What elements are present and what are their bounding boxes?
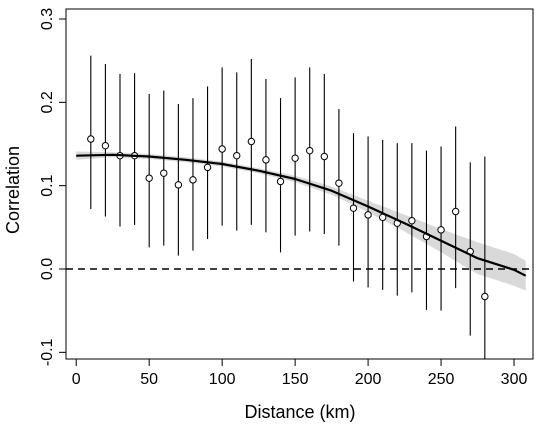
y-tick-label: 0.3 bbox=[39, 8, 56, 30]
x-tick-label: 150 bbox=[282, 371, 309, 388]
data-point bbox=[451, 207, 460, 216]
trend-line-layer bbox=[76, 153, 527, 277]
plot-frame bbox=[65, 8, 534, 360]
data-point bbox=[247, 137, 256, 146]
data-point bbox=[481, 292, 489, 301]
confidence-band-layer bbox=[76, 151, 526, 291]
trend-line bbox=[76, 153, 527, 277]
x-tick-label: 50 bbox=[140, 371, 158, 388]
y-tick-label: 0.2 bbox=[39, 91, 56, 113]
axis-layer: 0 50 100 150 200 250 300 -0.1 0.0 0.1 0.2 0.3 bbox=[39, 8, 534, 388]
data-point bbox=[218, 145, 226, 153]
y-tick-label: -0.1 bbox=[39, 338, 56, 366]
data-point bbox=[364, 211, 372, 219]
data-point bbox=[174, 181, 183, 189]
x-tick-label: 300 bbox=[501, 371, 528, 388]
data-point bbox=[101, 141, 110, 150]
x-axis-title: Distance (km) bbox=[244, 402, 355, 422]
data-point bbox=[189, 176, 197, 184]
data-point bbox=[233, 151, 241, 160]
data-point bbox=[437, 226, 445, 234]
x-tick-label: 250 bbox=[428, 371, 455, 388]
data-point bbox=[276, 177, 285, 186]
data-point bbox=[145, 174, 153, 182]
data-point bbox=[262, 156, 270, 164]
data-point bbox=[320, 152, 329, 161]
x-tick-label: 0 bbox=[72, 371, 81, 388]
data-point bbox=[408, 216, 416, 225]
data-point bbox=[87, 135, 95, 143]
data-point bbox=[335, 179, 343, 187]
point-layer bbox=[87, 135, 489, 301]
y-axis-title: Correlation bbox=[3, 146, 23, 234]
confidence-band bbox=[76, 151, 526, 291]
y-tick-label: 0.0 bbox=[39, 258, 56, 280]
error-bar-layer bbox=[90, 55, 486, 359]
x-tick-label: 200 bbox=[355, 371, 382, 388]
x-tick-label: 100 bbox=[209, 371, 236, 388]
data-point bbox=[203, 163, 212, 172]
data-point bbox=[291, 154, 299, 162]
data-point bbox=[306, 146, 314, 155]
y-tick-label: 0.1 bbox=[39, 174, 56, 196]
data-point bbox=[160, 169, 168, 177]
data-point bbox=[349, 204, 358, 212]
